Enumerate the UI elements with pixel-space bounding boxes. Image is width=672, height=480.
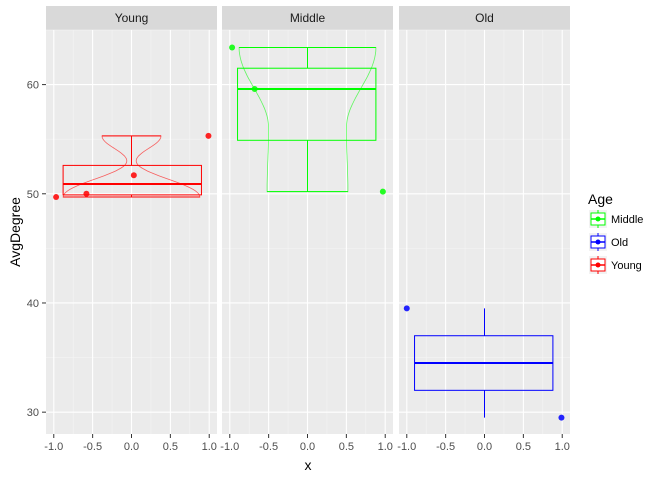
- data-point: [83, 190, 90, 197]
- legend: Age Middle Old Young: [588, 191, 643, 274]
- series-middle: [229, 44, 386, 195]
- x-tick-label: -0.5: [436, 441, 455, 453]
- x-tick-label: 1.0: [555, 441, 570, 453]
- x-tick-label: 0.5: [163, 441, 178, 453]
- data-point: [53, 194, 60, 201]
- y-tick-label: 60: [27, 80, 39, 92]
- box: [62, 164, 202, 196]
- y-tick-label: 50: [27, 189, 39, 201]
- data-point: [379, 188, 386, 195]
- legend-key-young: Young: [589, 256, 642, 274]
- x-tick-label: 1.0: [378, 441, 393, 453]
- legend-key-middle: Middle: [589, 210, 643, 228]
- series-old: [403, 305, 565, 421]
- legend-key-old: Old: [589, 233, 628, 251]
- legend-key-point: [595, 262, 601, 268]
- x-tick-label: -0.5: [259, 441, 278, 453]
- facet-strip: [222, 6, 393, 30]
- facet-strip: [399, 6, 570, 30]
- legend-label: Middle: [611, 214, 643, 226]
- x-tick-label: 1.0: [202, 441, 217, 453]
- y-axis-title: AvgDegree: [7, 197, 23, 267]
- x-tick-label: -1.0: [397, 441, 416, 453]
- series-young: [53, 132, 212, 201]
- facet-strip-label: Old: [475, 11, 494, 25]
- legend-key-point: [595, 216, 601, 222]
- x-tick-label: 0.5: [516, 441, 531, 453]
- x-tick-label: 0.0: [124, 441, 139, 453]
- data-point: [558, 414, 565, 421]
- box: [237, 67, 377, 141]
- data-point: [205, 132, 212, 139]
- facet-young: Young: [46, 6, 217, 434]
- legend-key-point: [595, 239, 601, 245]
- facet-panels: Young Middle Old: [46, 6, 570, 434]
- x-tick-label: 0.5: [339, 441, 354, 453]
- x-axis-title: x: [305, 457, 312, 473]
- y-tick-label: 40: [27, 298, 39, 310]
- x-axes: -1.0 -0.5 0.0 0.5 1.0 -1.0 -0.5 0.0 0.5 1.0 -1.0 -0…: [44, 434, 570, 453]
- data-point: [251, 85, 258, 92]
- x-tick-label: -0.5: [83, 441, 102, 453]
- facet-old: Old: [399, 6, 570, 434]
- facet-strip-label: Young: [115, 11, 149, 25]
- x-tick-label: -1.0: [44, 441, 63, 453]
- legend-label: Old: [611, 237, 628, 249]
- data-point: [229, 44, 236, 51]
- legend-label: Young: [611, 260, 642, 272]
- data-point: [403, 305, 410, 312]
- x-tick-label: 0.0: [300, 441, 315, 453]
- x-tick-label: -1.0: [220, 441, 239, 453]
- y-tick-label: 30: [27, 407, 39, 419]
- data-point: [130, 172, 137, 179]
- legend-title: Age: [588, 191, 613, 207]
- y-axis: 30 40 50 60: [27, 80, 46, 419]
- facet-strip-label: Middle: [290, 11, 326, 25]
- facet-strip: [46, 6, 217, 30]
- facet-middle: Middle: [222, 6, 393, 434]
- x-tick-label: 0.0: [477, 441, 492, 453]
